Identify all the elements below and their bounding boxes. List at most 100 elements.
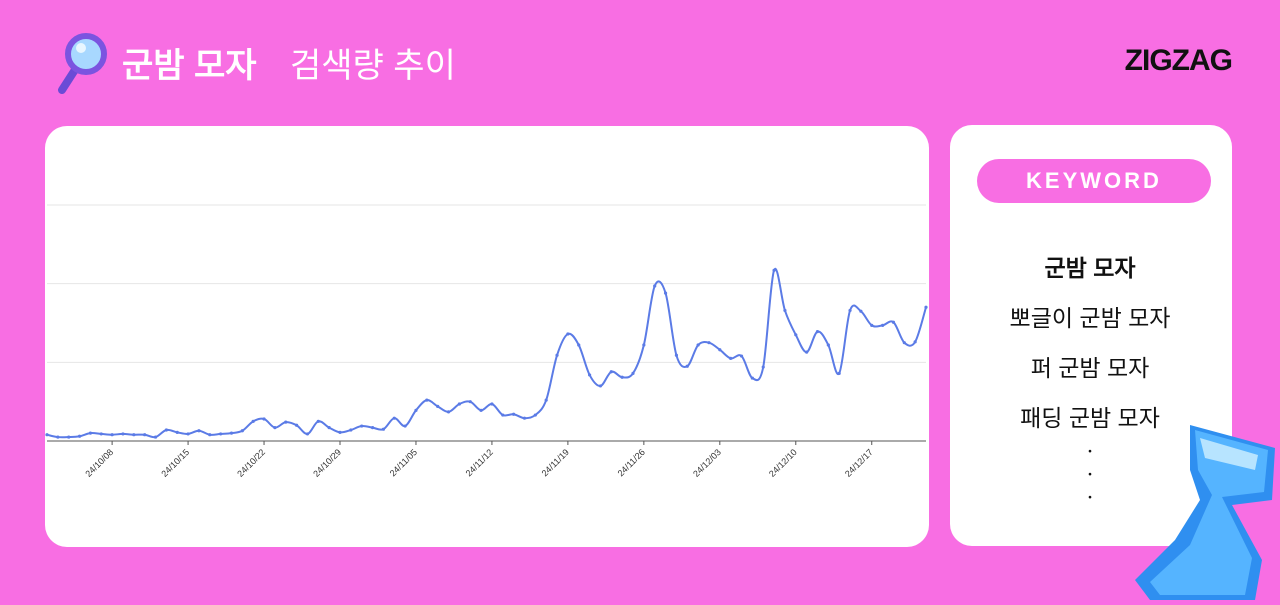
- point: [479, 408, 483, 412]
- point: [815, 330, 820, 334]
- point: [707, 341, 711, 345]
- point: [739, 354, 744, 358]
- point: [891, 320, 896, 324]
- point: [327, 426, 331, 430]
- point: [685, 364, 689, 368]
- point: [45, 433, 49, 437]
- z-decoration: [1135, 425, 1275, 600]
- point: [761, 365, 765, 369]
- point: [360, 424, 364, 428]
- point: [294, 423, 299, 427]
- point: [772, 268, 776, 272]
- point: [229, 431, 234, 435]
- point: [577, 343, 581, 347]
- point: [674, 353, 679, 357]
- point: [750, 376, 754, 380]
- point: [783, 308, 787, 313]
- keyword-label: KEYWORD: [1026, 168, 1162, 193]
- point: [370, 426, 375, 430]
- point: [99, 432, 103, 436]
- point: [533, 413, 537, 417]
- point: [262, 417, 266, 421]
- point: [446, 410, 451, 414]
- point: [305, 432, 310, 436]
- point: [153, 435, 158, 439]
- point: [653, 284, 657, 288]
- point: [88, 431, 93, 435]
- point: [425, 398, 429, 402]
- keyword-pill: [977, 159, 1211, 203]
- point: [381, 427, 386, 431]
- point: [848, 308, 852, 313]
- point: [620, 375, 624, 379]
- point: [642, 343, 646, 347]
- point: [512, 412, 516, 416]
- point: [544, 398, 548, 402]
- logo: ZIGZAG: [1125, 44, 1232, 77]
- more-dot: •: [1088, 447, 1092, 458]
- point: [522, 416, 527, 420]
- point: [132, 433, 136, 437]
- point: [924, 305, 928, 309]
- point: [566, 332, 570, 336]
- point: [284, 420, 288, 424]
- point: [805, 350, 809, 354]
- magnifier-icon: [58, 33, 107, 94]
- chart-card: [45, 126, 929, 547]
- point: [316, 419, 320, 423]
- point: [143, 433, 147, 437]
- point: [110, 433, 114, 437]
- point: [273, 426, 277, 430]
- keyword-card: [950, 125, 1232, 546]
- point: [826, 343, 830, 347]
- point: [164, 428, 168, 432]
- title-keyword: 군밤 모자: [122, 47, 257, 85]
- point: [696, 343, 700, 347]
- keyword: 군밤 모자: [1044, 255, 1135, 281]
- title-rest: 검색량 추이: [290, 47, 456, 85]
- point: [240, 429, 244, 433]
- point: [468, 400, 472, 404]
- point: [859, 309, 863, 313]
- point: [913, 340, 917, 344]
- point: [349, 428, 353, 432]
- point: [197, 429, 201, 433]
- point: [436, 404, 440, 408]
- keyword: 퍼 군밤 모자: [1031, 355, 1150, 381]
- point: [718, 348, 722, 352]
- point: [175, 430, 179, 434]
- point: [902, 341, 906, 345]
- point: [414, 408, 418, 412]
- point: [631, 371, 635, 375]
- point: [208, 433, 212, 437]
- point: [490, 402, 494, 406]
- point: [403, 424, 407, 428]
- point: [186, 432, 190, 436]
- point: [56, 435, 60, 439]
- keyword: 뽀글이 군밤 모자: [1010, 305, 1171, 331]
- point: [501, 413, 505, 417]
- point: [67, 435, 71, 439]
- point: [880, 323, 885, 327]
- point: [121, 432, 125, 436]
- point: [609, 370, 613, 374]
- point: [251, 419, 255, 423]
- line: [46, 267, 927, 439]
- more-dot: •: [1088, 493, 1092, 504]
- point: [837, 371, 841, 375]
- point: [729, 356, 733, 360]
- point: [794, 333, 798, 337]
- point: [457, 402, 461, 406]
- point: [870, 323, 874, 327]
- point: [77, 434, 82, 438]
- point: [663, 291, 668, 295]
- point: [598, 384, 603, 388]
- point: [338, 430, 342, 434]
- point: [555, 353, 559, 357]
- more-dot: •: [1088, 470, 1092, 481]
- point: [219, 432, 223, 436]
- point: [392, 416, 396, 420]
- keyword: 패딩 군밤 모자: [1020, 405, 1160, 431]
